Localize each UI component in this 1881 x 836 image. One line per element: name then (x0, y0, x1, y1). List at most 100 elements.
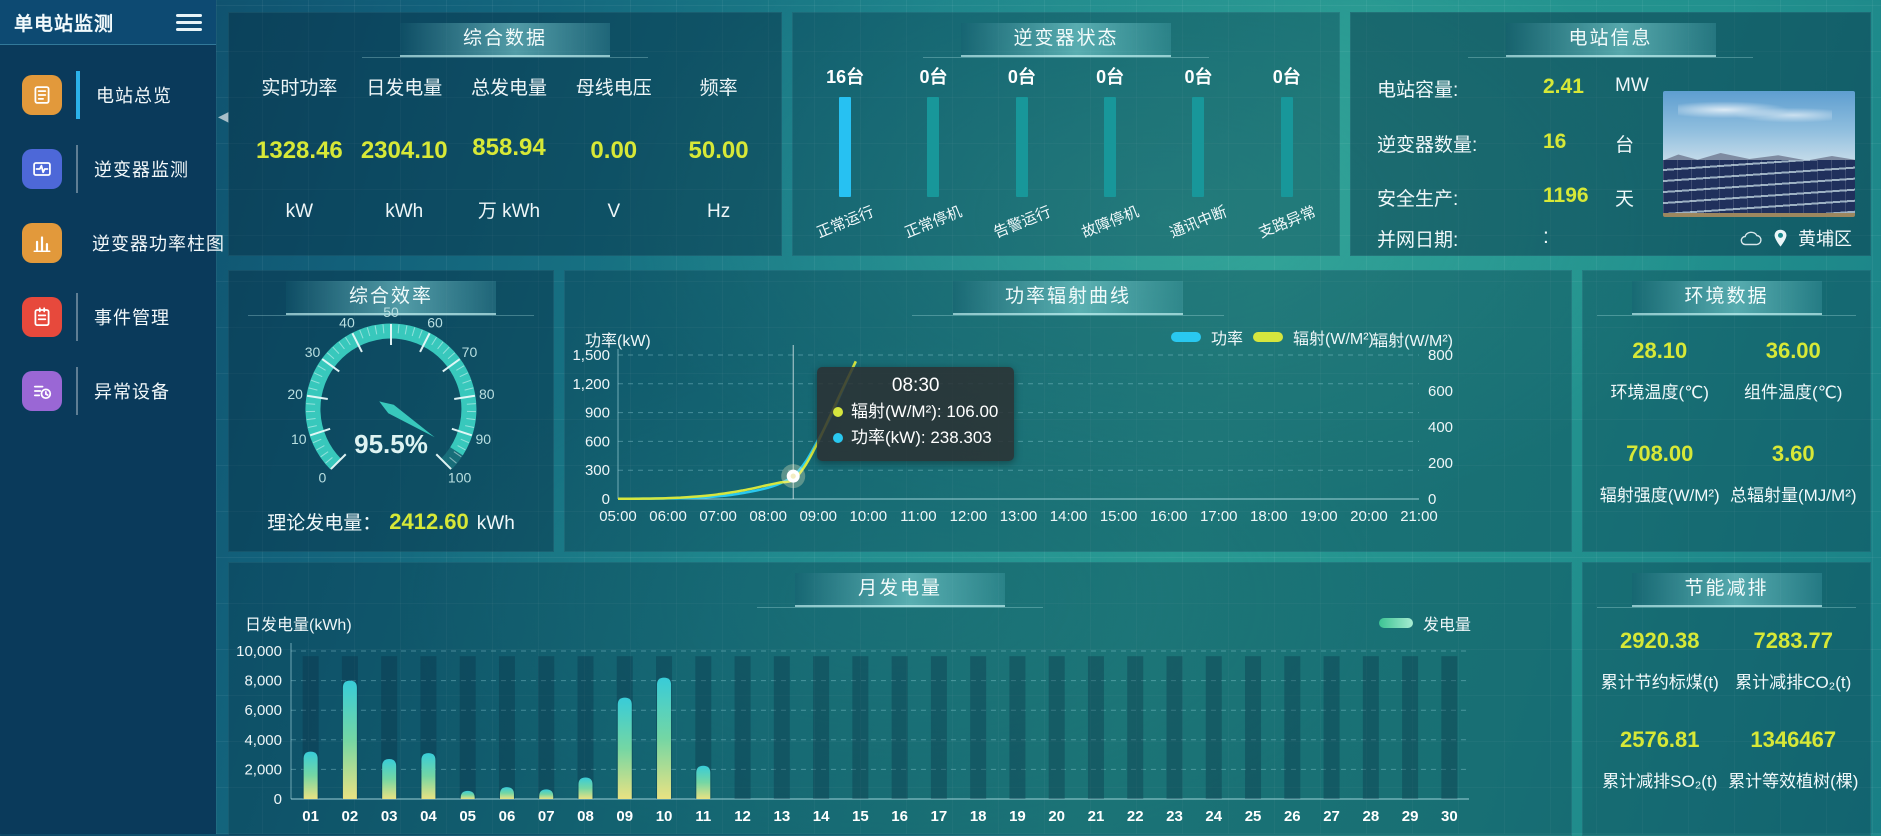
energy-bar (579, 778, 593, 799)
inverter-power-bars-icon (22, 223, 62, 263)
left-axis-tick: 900 (585, 405, 610, 422)
location-label: 黄埔区 (1798, 225, 1852, 251)
inverter-status-bar (839, 97, 851, 197)
x-axis-tick: 14 (813, 808, 830, 825)
panel-title: 综合数据 (400, 23, 610, 57)
sidebar-item-inverter-power-bars[interactable]: 逆变器功率柱图 (22, 219, 216, 267)
x-axis-tick: 06 (499, 808, 516, 825)
x-axis-tick: 12 (734, 808, 751, 825)
gauge-tick-label: 10 (291, 431, 307, 447)
sidebar-header: 单电站监测 (0, 0, 216, 45)
x-axis-tick: 18:00 (1250, 508, 1288, 525)
sidebar-item-divider (76, 145, 78, 193)
main-content: ◀ 综合数据 实时功率 1328.46 kW 日发电量 2304.10 kWh … (216, 0, 1881, 834)
right-axis-tick: 200 (1428, 455, 1453, 472)
x-axis-tick: 25 (1245, 808, 1262, 825)
gauge-tick-label: 100 (448, 470, 472, 486)
x-axis-tick: 10:00 (850, 508, 888, 525)
x-axis-tick: 09:00 (799, 508, 837, 525)
app-title: 单电站监测 (14, 9, 114, 36)
gauge-tick-label: 90 (475, 431, 491, 447)
x-axis-tick: 07:00 (699, 508, 737, 525)
metric-frequency: 频率 50.00 Hz (666, 65, 771, 237)
energy-bar (343, 681, 357, 799)
shadow-bar (1088, 656, 1104, 799)
hamburger-menu-icon[interactable] (176, 10, 202, 35)
x-axis-tick: 08 (577, 808, 594, 825)
power-dot-icon (833, 433, 843, 443)
sidebar-item-label: 逆变器功率柱图 (92, 230, 225, 256)
x-axis-tick: 27 (1323, 808, 1340, 825)
module-temp-cell: 36.00 组件温度(℃) (1727, 319, 1861, 422)
location-pin-icon[interactable] (1773, 229, 1788, 248)
gauge-tick-label: 0 (319, 470, 327, 486)
x-axis-tick: 05:00 (599, 508, 637, 525)
x-axis-tick: 17 (931, 808, 948, 825)
co2-reduction-cell: 7283.77 累计减排CO₂(t) (1727, 611, 1861, 710)
panel-title: 环境数据 (1632, 281, 1822, 315)
x-axis-tick: 18 (970, 808, 987, 825)
shadow-bar (735, 656, 751, 799)
energy-bar (539, 789, 553, 799)
metric-realtime-power: 实时功率 1328.46 kW (247, 65, 352, 237)
panel-inverter-status: 逆变器状态 16台 正常运行 0台 正常停机 0台 告警运行 (792, 12, 1340, 256)
sidebar-item-station-overview[interactable]: 电站总览 (22, 71, 216, 119)
photo-sky (1663, 91, 1855, 162)
energy-bar (618, 698, 632, 799)
gauge-value-label: 95.5% (354, 429, 428, 459)
energy-bar (500, 787, 514, 799)
gauge-tick-label: 80 (479, 386, 495, 402)
x-axis-tick: 11 (695, 808, 711, 825)
x-axis-tick: 12:00 (950, 508, 988, 525)
gauge-tick-label: 50 (383, 304, 399, 320)
x-axis-tick: 09 (616, 808, 633, 825)
inverter-count-row: 逆变器数量: 16 台 (1377, 130, 1477, 157)
sidebar-item-label: 电站总览 (96, 82, 172, 108)
left-axis-tick: 1,200 (572, 376, 610, 393)
sidebar-item-label: 事件管理 (94, 304, 170, 330)
inverter-status-bar (1192, 97, 1204, 197)
y-axis-tick: 4,000 (244, 732, 282, 749)
left-axis-tick: 600 (585, 433, 610, 450)
y-axis-tick: 10,000 (236, 643, 282, 660)
shadow-bar (1127, 656, 1143, 799)
shadow-bar (538, 656, 554, 799)
gauge-tick (306, 404, 315, 405)
x-axis-tick: 24 (1205, 808, 1222, 825)
x-axis-tick: 30 (1441, 808, 1458, 825)
energy-bar (304, 752, 318, 799)
x-axis-tick: 15:00 (1100, 508, 1138, 525)
shadow-bar (1206, 656, 1222, 799)
x-axis-tick: 26 (1284, 808, 1301, 825)
x-axis-tick: 03 (381, 808, 398, 825)
shadow-bar (1049, 656, 1065, 799)
inverter-status-column: 0台 通讯中断 (1154, 57, 1242, 255)
gauge-tick (467, 404, 476, 405)
inverter-status-bar (1281, 97, 1293, 197)
inverter-status-bar (927, 97, 939, 197)
left-axis-tick: 1,500 (572, 347, 610, 364)
hover-point-core (791, 474, 796, 479)
x-axis-tick: 10 (656, 808, 673, 825)
photo-solar-panels (1663, 160, 1855, 217)
weather-cloud-icon[interactable] (1739, 230, 1763, 247)
x-axis-tick: 06:00 (649, 508, 687, 525)
shadow-bar (1284, 656, 1300, 799)
sidebar-item-event-management[interactable]: 事件管理 (22, 293, 216, 341)
x-axis-tick: 23 (1166, 808, 1183, 825)
shadow-bar (1402, 656, 1418, 799)
shadow-bar (931, 656, 947, 799)
sidebar-item-inverter-monitor[interactable]: 逆变器监测 (22, 145, 216, 193)
x-axis-tick: 17:00 (1200, 508, 1238, 525)
left-axis-tick: 0 (602, 491, 610, 508)
sidebar-item-abnormal-device[interactable]: 异常设备 (22, 367, 216, 415)
x-axis-tick: 20:00 (1350, 508, 1388, 525)
gauge-tick-label: 30 (305, 344, 321, 360)
panel-station-info: 电站信息 电站容量: 2.41 MW 逆变器数量: 16 台 安全生产: 119… (1350, 12, 1871, 256)
gauge-tick-label: 60 (427, 315, 443, 331)
panel-energy-saving: 节能减排 2920.38 累计节约标煤(t) 7283.77 累计减排CO₂(t… (1582, 562, 1871, 836)
